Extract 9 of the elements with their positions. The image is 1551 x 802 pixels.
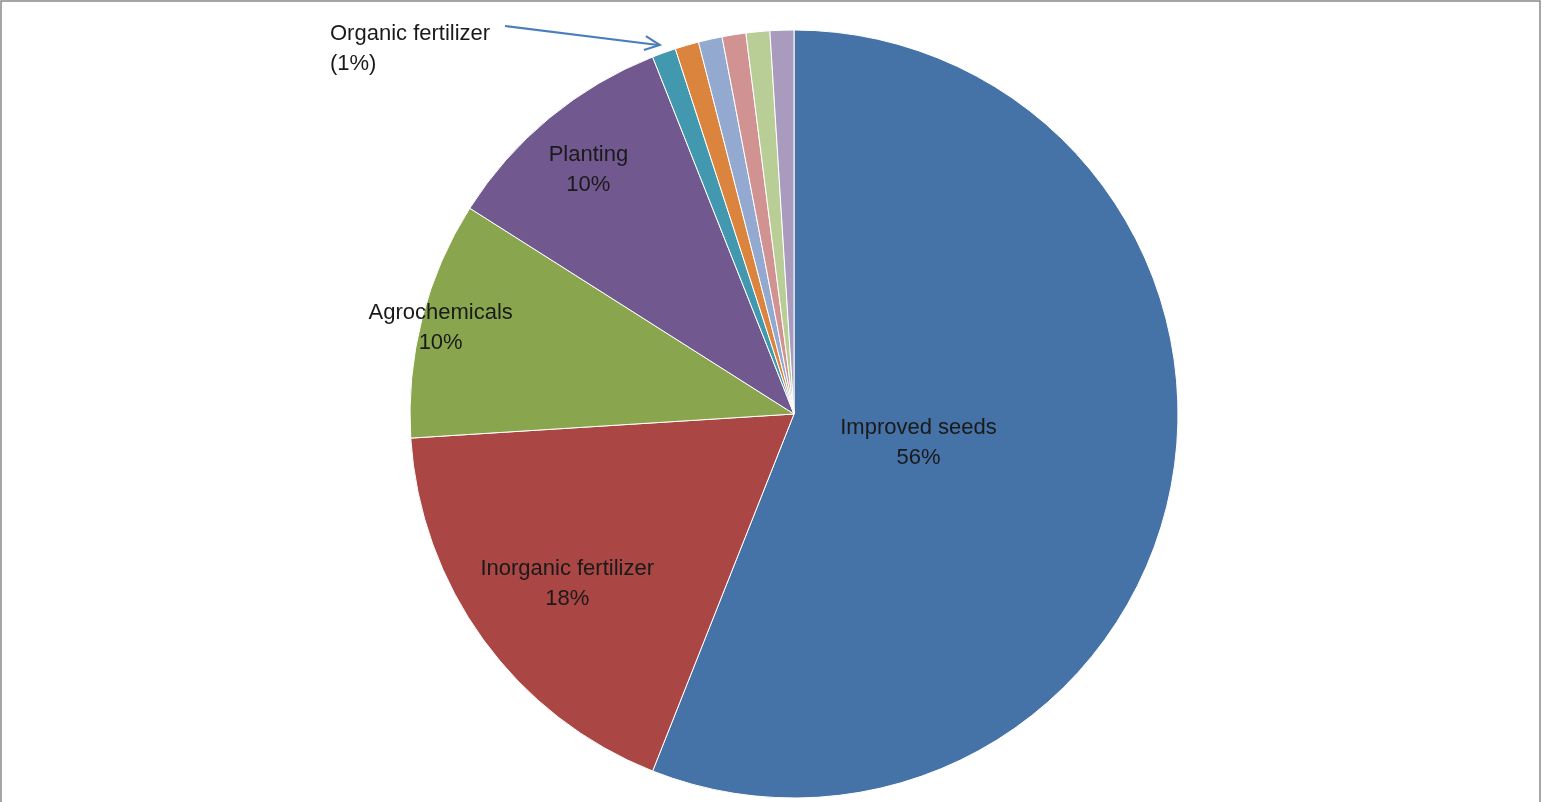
data-label: 10% <box>418 329 463 355</box>
data-label: (1%) <box>330 50 377 75</box>
data-label: 18% <box>545 584 590 610</box>
data-label: 56% <box>896 443 941 469</box>
slice-label: Organic fertilizer <box>330 20 491 45</box>
data-label: 10% <box>566 171 611 197</box>
slice-label: Inorganic fertilizer <box>480 554 655 580</box>
slice-label: Planting <box>548 141 629 167</box>
slice-label: Improved seeds <box>840 413 997 439</box>
